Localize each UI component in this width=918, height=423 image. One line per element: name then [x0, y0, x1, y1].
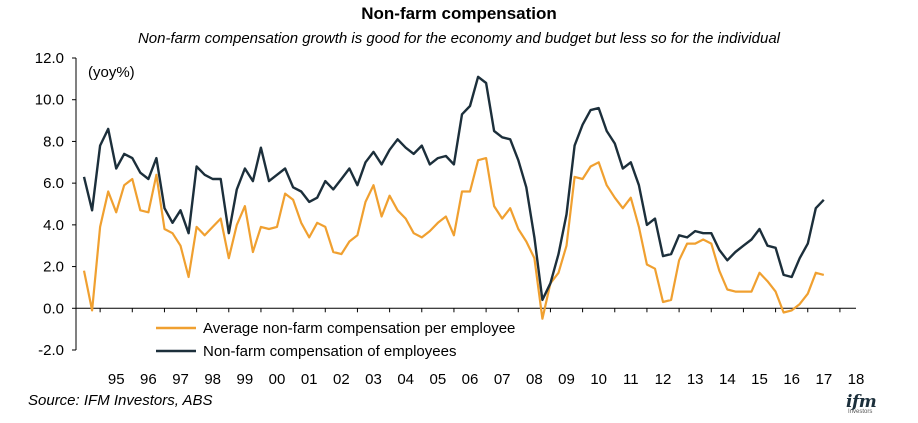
x-tick-label: 03	[365, 371, 382, 388]
ifm-logo: ifm Investors	[846, 392, 896, 418]
x-tick-label: 95	[108, 371, 125, 388]
logo-subtext: Investors	[848, 409, 873, 415]
series-line-total-compensation	[82, 75, 825, 302]
y-tick-label: 4.0	[43, 217, 64, 234]
x-tick-label: 16	[783, 371, 800, 388]
x-tick-label: 05	[430, 371, 447, 388]
x-tick-label: 11	[623, 371, 639, 388]
y-tick-label: 12.0	[35, 50, 64, 67]
x-tick-label: 01	[301, 371, 318, 388]
x-tick-label: 18	[848, 371, 865, 388]
y-tick-label: 2.0	[43, 259, 64, 276]
x-tick-label: 06	[462, 371, 479, 388]
legend-label: Average non-farm compensation per employ…	[203, 320, 515, 337]
x-tick-label: 04	[397, 371, 414, 388]
y-tick-label: 6.0	[43, 175, 64, 192]
x-tick-label: 08	[526, 371, 543, 388]
chart-title: Non-farm compensation	[361, 4, 557, 23]
x-tick-label: 98	[204, 371, 221, 388]
x-tick-label: 99	[237, 371, 254, 388]
y-tick-label: -2.0	[38, 342, 64, 359]
chart-subtitle: Non-farm compensation growth is good for…	[137, 30, 781, 47]
x-tick-label: 00	[269, 371, 286, 388]
y-axis-label: (yoy%)	[88, 64, 135, 81]
source-note: Source: IFM Investors, ABS	[28, 392, 213, 409]
x-tick-label: 09	[558, 371, 575, 388]
x-tick-label: 02	[333, 371, 350, 388]
x-tick-label: 13	[687, 371, 704, 388]
x-tick-label: 07	[494, 371, 511, 388]
x-tick-label: 96	[140, 371, 157, 388]
y-tick-label: 8.0	[43, 133, 64, 150]
y-tick-label: 10.0	[35, 92, 64, 109]
y-tick-label: 0.0	[43, 300, 64, 317]
x-tick-label: 14	[719, 371, 736, 388]
legend-label: Non-farm compensation of employees	[203, 343, 456, 360]
x-tick-label: 12	[655, 371, 672, 388]
x-tick-label: 17	[815, 371, 832, 388]
x-tick-label: 10	[590, 371, 607, 388]
logo-text: ifm	[846, 392, 877, 412]
x-tick-label: 15	[751, 371, 768, 388]
series-line-avg-compensation	[82, 157, 825, 320]
x-tick-label: 97	[172, 371, 189, 388]
